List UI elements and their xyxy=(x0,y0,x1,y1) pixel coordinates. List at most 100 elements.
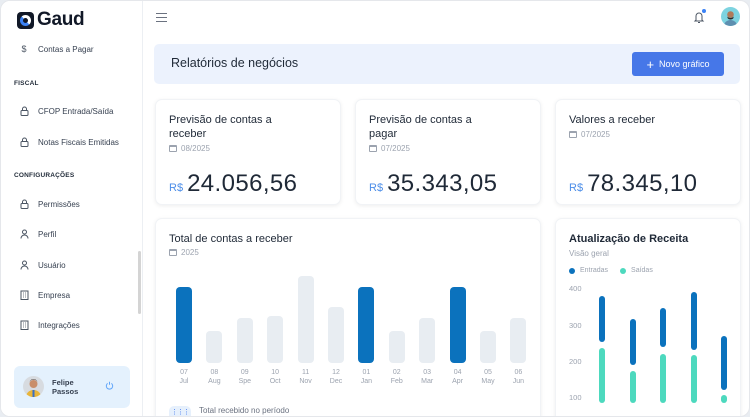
notification-dot xyxy=(702,9,706,13)
building-icon xyxy=(19,290,29,300)
currency-symbol: R$ xyxy=(569,182,584,194)
lock-icon xyxy=(19,199,29,209)
user-card[interactable]: Felipe Passos xyxy=(14,366,130,408)
calendar-icon xyxy=(569,131,577,138)
kpi-title: Valores a receber xyxy=(569,114,656,126)
bar-entradas-4[interactable] xyxy=(690,292,697,350)
logo[interactable]: Gaud xyxy=(17,9,85,31)
y-tick-label: 100 xyxy=(569,393,582,403)
y-tick-label: 200 xyxy=(569,357,582,366)
sidebar-item-empresa[interactable]: Empresa xyxy=(19,290,70,300)
bar-saidas-2[interactable] xyxy=(629,371,636,403)
sidebar-item-label: Empresa xyxy=(38,290,71,300)
kpi-value: R$ 24.056,56 xyxy=(169,170,297,198)
plus-icon: + xyxy=(646,56,655,72)
sidebar-item-label: Usuário xyxy=(38,260,66,270)
bar-oct[interactable] xyxy=(267,316,284,363)
avatar xyxy=(23,376,44,397)
bar-entradas-3[interactable] xyxy=(660,307,666,348)
y-tick-label: 400 xyxy=(569,284,582,294)
x-tick-label: 03 Mar xyxy=(421,369,434,385)
section-label-configuracoes: CONFIGURAÇÕES xyxy=(14,172,75,179)
bar-aug[interactable] xyxy=(206,331,223,363)
user-name: Felipe Passos xyxy=(52,378,79,396)
building-icon xyxy=(19,320,29,330)
chart-subtitle: 2025 xyxy=(169,248,199,257)
bell-icon[interactable] xyxy=(693,10,705,24)
kpi-date-text: 07/2025 xyxy=(381,144,410,153)
kpi-title: Previsão de contas a receber xyxy=(169,114,272,140)
legend-dot-entradas xyxy=(569,267,575,274)
kpi-date-text: 07/2025 xyxy=(581,130,610,139)
page-title: Relatórios de negócios xyxy=(171,56,299,70)
sidebar-item-cfop[interactable]: CFOP Entrada/Saída xyxy=(19,106,113,116)
new-chart-label: Novo gráfico xyxy=(659,59,710,69)
calendar-icon xyxy=(369,145,377,152)
x-tick-label: 11 Nov xyxy=(299,369,312,385)
bar-jun[interactable] xyxy=(510,318,527,363)
x-tick-label: 02 Feb xyxy=(390,369,403,385)
user-icon xyxy=(19,229,29,239)
sidebar-item-permissoes[interactable]: Permissões xyxy=(19,199,80,209)
sidebar-item-label: Integrações xyxy=(38,320,80,330)
currency-symbol: R$ xyxy=(369,182,384,194)
chart-title: Atualização de Receita xyxy=(569,233,689,245)
sidebar-item-usuario[interactable]: Usuário xyxy=(19,260,66,270)
bar-saidas-1[interactable] xyxy=(599,348,605,403)
bar-saidas-5[interactable] xyxy=(721,394,727,403)
kpi-date-text: 08/2025 xyxy=(181,144,210,153)
kpi-value: R$ 78.345,10 xyxy=(569,170,697,198)
new-chart-button[interactable]: + Novo gráfico xyxy=(632,52,724,76)
bar-jan[interactable] xyxy=(358,287,375,363)
calendar-icon xyxy=(169,249,177,256)
kpi-title: Previsão de contas a pagar xyxy=(369,114,472,140)
bar-saidas-3[interactable] xyxy=(660,353,666,403)
bar-saidas-4[interactable] xyxy=(690,355,697,403)
legend-dot-saidas xyxy=(620,267,627,274)
user-icon xyxy=(19,260,29,270)
sidebar-item-label: CFOP Entrada/Saída xyxy=(38,106,114,116)
bar-may[interactable] xyxy=(480,331,496,363)
kpi-amount: 78.345,10 xyxy=(587,170,698,197)
power-icon[interactable] xyxy=(105,381,114,390)
bar-entradas-5[interactable] xyxy=(721,335,727,390)
sidebar-item-label: Notas Fiscais Emitidas xyxy=(38,137,119,147)
sidebar-scrollbar[interactable] xyxy=(138,251,141,314)
bar-feb[interactable] xyxy=(388,331,405,363)
sidebar-item-label: Perfil xyxy=(38,229,57,239)
profile-avatar[interactable] xyxy=(721,7,740,26)
kpi-card-pagar: Previsão de contas a pagar 07/2025 R$ 35.… xyxy=(355,99,541,205)
sidebar-item-perfil[interactable]: Perfil xyxy=(19,229,56,239)
grid-icon: ⋮⋮⋮ xyxy=(169,406,191,416)
bar-dec[interactable] xyxy=(328,307,344,363)
sidebar-item-integracoes[interactable]: Integrações xyxy=(19,320,80,330)
kpi-card-receber: Previsão de contas a receber 08/2025 R$ 2… xyxy=(155,99,341,205)
chart-subtitle: Visão geral xyxy=(569,249,609,258)
currency-symbol: R$ xyxy=(169,182,184,194)
bar-entradas-1[interactable] xyxy=(599,295,605,343)
logo-icon xyxy=(17,11,34,29)
kpi-date: 07/2025 xyxy=(369,144,410,153)
kpi-amount: 24.056,56 xyxy=(187,170,298,197)
bar-entradas-2[interactable] xyxy=(629,319,636,365)
x-tick-label: 07 Jul xyxy=(179,369,189,385)
bar-apr[interactable] xyxy=(449,287,466,363)
bar-mar[interactable] xyxy=(419,318,436,363)
chart-title: Total de contas a receber xyxy=(169,233,293,245)
bar-nov[interactable] xyxy=(297,276,314,363)
menu-icon[interactable] xyxy=(156,13,167,22)
chart-card-contas-receber: Total de contas a receber 2025 ⋮⋮⋮ Total… xyxy=(155,218,541,416)
bar-spe[interactable] xyxy=(236,318,253,363)
bar-jul[interactable] xyxy=(176,287,192,363)
kpi-amount: 35.343,05 xyxy=(387,170,498,197)
sidebar-item-label: Contas a Pagar xyxy=(38,44,94,54)
x-tick-label: 10 Oct xyxy=(269,369,281,385)
sidebar-item-notas-fiscais[interactable]: Notas Fiscais Emitidas xyxy=(19,137,119,147)
x-tick-label: 06 Jun xyxy=(512,369,525,385)
sidebar-item-contas-a-pagar[interactable]: $ Contas a Pagar xyxy=(19,44,94,54)
x-tick-label: 04 Apr xyxy=(452,369,464,385)
kpi-date: 08/2025 xyxy=(169,144,210,153)
kpi-value: R$ 35.343,05 xyxy=(369,170,497,198)
section-label-fiscal: FISCAL xyxy=(14,80,39,87)
